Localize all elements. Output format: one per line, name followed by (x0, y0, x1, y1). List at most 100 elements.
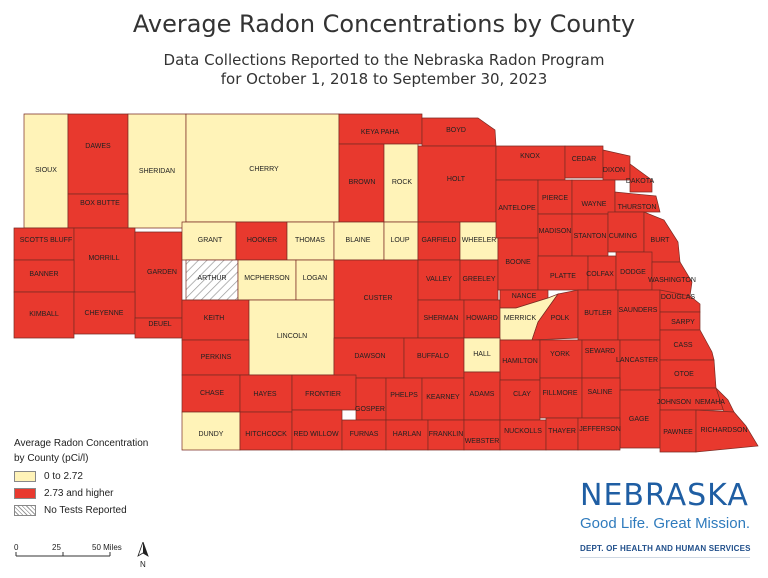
county-label-keith: KEITH (204, 315, 225, 322)
county-seward (581, 339, 621, 379)
county-label-hitchcock: HITCHCOCK (245, 431, 287, 438)
county-label-fillmore: FILLMORE (542, 390, 577, 397)
county-label-cheyenne: CHEYENNE (85, 310, 124, 317)
county-label-grant: GRANT (198, 237, 223, 244)
logo-name: NEBRASKA (580, 478, 749, 513)
county-label-frontier: FRONTIER (305, 391, 341, 398)
north-label: N (140, 560, 146, 569)
county-boyd (421, 117, 497, 147)
county-label-hayes: HAYES (253, 391, 277, 398)
county-label-logan: LOGAN (303, 275, 328, 282)
county-label-custer: CUSTER (364, 295, 393, 302)
county-label-richardson: RICHARDSON (700, 427, 747, 434)
county-richardson (695, 409, 759, 453)
county-polk (531, 289, 579, 341)
county-label-saunders: SAUNDERS (619, 307, 658, 314)
county-label-cass: CASS (673, 342, 692, 349)
county-fillmore (539, 377, 583, 419)
county-label-banner: BANNER (29, 271, 58, 278)
county-cuming (607, 211, 645, 253)
legend-label-none: No Tests Reported (44, 504, 127, 516)
scale-tick-50: 50 Miles (92, 543, 122, 552)
legend-swatch-none (14, 504, 36, 516)
county-label-brown: BROWN (349, 179, 376, 186)
county-label-garden: GARDEN (147, 269, 177, 276)
county-label-boyd: BOYD (446, 127, 466, 134)
county-label-lincoln: LINCOLN (277, 333, 307, 340)
county-label-sioux: SIOUX (35, 167, 57, 174)
legend-item-none: No Tests Reported (14, 503, 184, 517)
legend-subtitle: by County (pCi/l) (14, 453, 89, 464)
county-label-douglas: DOUGLAS (661, 294, 696, 301)
county-label-johnson: JOHNSON (657, 399, 691, 406)
legend-label-low: 0 to 2.72 (44, 470, 83, 482)
county-label-arthur: ARTHUR (197, 275, 226, 282)
county-label-antelope: ANTELOPE (498, 205, 536, 212)
county-label-wheeler: WHEELER (462, 237, 497, 244)
county-label-franklin: FRANKLIN (429, 431, 464, 438)
county-label-thayer: THAYER (548, 428, 576, 435)
county-label-hamilton: HAMILTON (502, 358, 538, 365)
county-label-thomas: THOMAS (295, 237, 325, 244)
county-label-wayne: WAYNE (582, 201, 607, 208)
county-label-garfield: GARFIELD (421, 237, 456, 244)
county-dixon (602, 149, 631, 181)
county-scotts-bluff (13, 227, 75, 261)
county-label-jefferson: JEFFERSON (579, 426, 621, 433)
county-label-nuckolls: NUCKOLLS (504, 428, 542, 435)
county-label-gage: GAGE (629, 416, 650, 423)
county-label-pierce: PIERCE (542, 195, 568, 202)
county-label-harlan: HARLAN (393, 431, 421, 438)
county-label-york: YORK (550, 351, 570, 358)
logo-department: DEPT. OF HEALTH AND HUMAN SERVICES (580, 544, 751, 553)
county-kimball (13, 291, 75, 339)
county-thurston (614, 191, 661, 213)
county-label-cherry: CHERRY (249, 166, 279, 173)
county-label-dixon: DIXON (603, 167, 625, 174)
county-label-hall: HALL (473, 351, 491, 358)
county-saline (581, 377, 621, 419)
county-cass (659, 329, 715, 361)
county-jefferson (577, 417, 621, 451)
county-label-sarpy: SARPY (671, 319, 695, 326)
county-label-knox: KNOX (520, 153, 540, 160)
county-label-dawson: DAWSON (354, 353, 385, 360)
county-knox (495, 145, 566, 181)
county-label-nemaha: NEMAHA (695, 399, 725, 406)
scale-bar: 0 25 50 Miles N (14, 542, 149, 569)
county-label-blaine: BLAINE (346, 237, 371, 244)
county-label-dundy: DUNDY (199, 431, 224, 438)
county-label-kearney: KEARNEY (426, 394, 460, 401)
county-label-howard: HOWARD (466, 315, 498, 322)
county-label-pawnee: PAWNEE (663, 429, 693, 436)
legend-title: Average Radon Concentration (14, 438, 149, 449)
county-label-madison: MADISON (539, 228, 572, 235)
legend: Average Radon Concentration by County (p… (14, 436, 184, 517)
north-arrow-icon (137, 542, 149, 557)
map-title: Average Radon Concentrations by County (132, 10, 636, 38)
county-label-buffalo: BUFFALO (417, 353, 449, 360)
county-label-colfax: COLFAX (586, 271, 614, 278)
county-wayne (571, 179, 616, 215)
scale-tick-0: 0 (14, 543, 19, 552)
county-clay (499, 379, 541, 421)
county-label-morrill: MORRILL (88, 255, 119, 262)
county-label-deuel: DEUEL (148, 321, 171, 328)
county-label-lancaster: LANCASTER (616, 357, 658, 364)
county-dakota (629, 163, 653, 193)
county-label-otoe: OTOE (674, 371, 694, 378)
county-label-perkins: PERKINS (201, 354, 232, 361)
logo-tagline: Good Life. Great Mission. (580, 515, 751, 532)
county-label-nance: NANCE (512, 293, 537, 300)
county-label-stanton: STANTON (574, 233, 607, 240)
county-york (539, 339, 583, 379)
county-phelps (385, 377, 423, 421)
county-label-adams: ADAMS (470, 391, 495, 398)
county-label-box-butte: BOX BUTTE (80, 200, 120, 207)
county-label-chase: CHASE (200, 390, 224, 397)
county-label-red-willow: RED WILLOW (293, 431, 339, 438)
county-label-keya-paha: KEYA PAHA (361, 129, 400, 136)
county-saunders (617, 289, 661, 341)
county-label-rock: ROCK (392, 179, 413, 186)
county-label-polk: POLK (551, 315, 570, 322)
